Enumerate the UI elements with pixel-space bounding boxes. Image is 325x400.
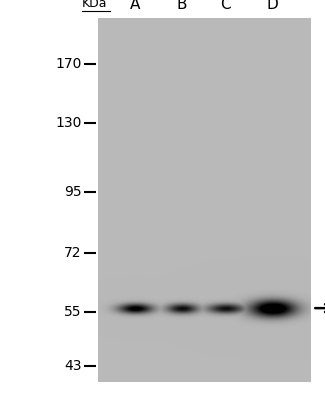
Text: 95: 95 [64, 185, 82, 199]
Text: C: C [220, 0, 230, 12]
Text: A: A [130, 0, 140, 12]
Text: 72: 72 [64, 246, 82, 260]
Text: 130: 130 [55, 116, 82, 130]
Text: 55: 55 [64, 305, 82, 319]
Text: 170: 170 [55, 57, 82, 71]
Text: KDa: KDa [82, 0, 107, 10]
Text: D: D [266, 0, 278, 12]
Text: B: B [176, 0, 187, 12]
Text: 43: 43 [64, 359, 82, 373]
